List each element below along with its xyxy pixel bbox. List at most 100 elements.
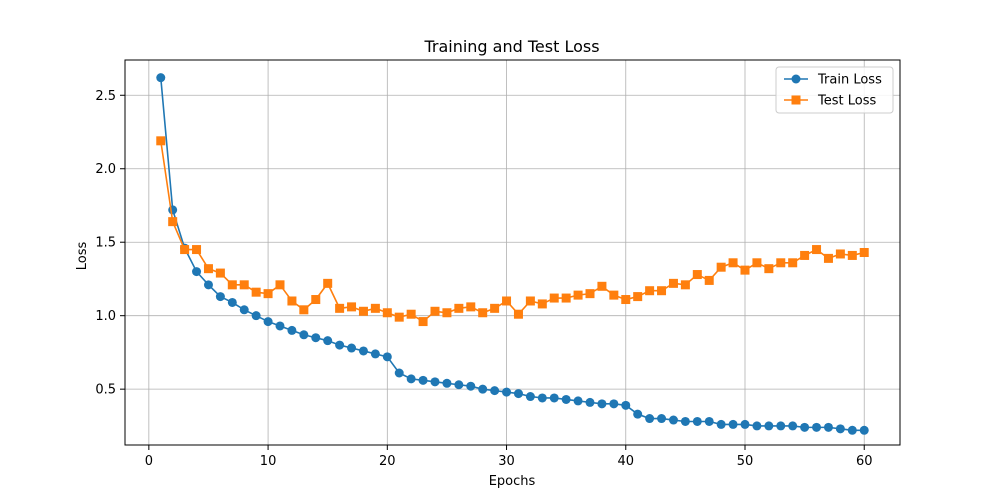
test-loss-point [263,289,273,299]
train-loss-point [728,419,738,429]
train-loss-point [156,73,166,83]
test-loss-point [537,299,547,309]
test-loss-point [800,250,810,260]
test-loss-point [335,303,345,313]
test-loss-point [311,295,321,305]
grid-lines [125,60,900,445]
test-loss-point [454,303,464,313]
train-loss-point [513,389,523,399]
test-loss-point [859,248,869,257]
test-loss-point [561,293,571,303]
test-loss-point [525,296,535,306]
test-loss-point [299,305,309,315]
train-loss-point [454,380,464,390]
legend-train-loss-marker [791,74,801,84]
test-loss-point [728,258,738,268]
train-loss-point [168,205,178,215]
test-loss-point [585,289,595,299]
train-loss-point [275,321,285,331]
legend-test-loss-marker [791,95,801,105]
train-loss-point [263,317,273,327]
train-loss-point [478,384,488,394]
test-loss-point [275,280,285,290]
train-loss-point [239,305,249,315]
train-loss-point [382,352,392,362]
train-loss-point [704,416,714,426]
test-loss-point [764,264,774,274]
x-tick-label: 20 [379,454,396,469]
train-loss-point [740,419,750,429]
train-loss-point [406,374,416,384]
test-loss-point [680,280,690,290]
train-loss-point [800,422,810,432]
test-loss-point [156,136,166,146]
train-loss-point [203,280,213,290]
train-loss-point [597,399,607,409]
test-loss-point [704,275,714,285]
test-loss-point [692,270,702,280]
test-loss-point [394,312,404,322]
legend-train-loss-label: Train Loss [817,73,882,88]
train-loss-point [752,421,762,431]
test-loss-point [490,303,500,313]
x-axis-label: Epochs [489,474,536,489]
train-loss-point [859,425,869,435]
test-loss-point [287,296,297,306]
test-loss-point [502,296,512,306]
train-loss-point [394,368,404,378]
test-loss-point [358,306,368,316]
test-loss-point [406,309,416,319]
x-tick-label: 50 [737,454,754,469]
test-loss-point [180,245,190,255]
test-loss-point [418,317,428,327]
y-axis-label: Loss [75,242,90,271]
train-loss-point [609,399,619,409]
train-loss-point [323,336,333,346]
train-loss-point [776,421,786,431]
test-loss-point [573,290,583,300]
train-loss-point [442,378,452,388]
y-tick-label: 1.0 [95,309,116,324]
test-loss-point [645,286,655,296]
y-tick-label: 2.0 [95,162,116,177]
x-tick-label: 10 [260,454,277,469]
test-loss-point [430,306,440,316]
train-loss-point [287,325,297,335]
train-loss-point [561,394,571,404]
test-loss-point [192,245,202,255]
train-loss-point [764,421,774,431]
train-loss-point [370,349,380,359]
x-tick-label: 30 [498,454,515,469]
plot-area-frame [124,59,901,446]
train-loss-point [645,414,655,424]
train-loss-point [823,422,833,432]
train-loss-point [680,416,690,426]
y-tick-label: 1.5 [95,236,116,251]
test-loss-point [215,268,225,278]
train-loss-point [251,311,261,321]
train-loss-point [835,424,845,434]
train-loss-point [418,375,428,385]
test-loss-point [370,303,380,313]
train-loss-point [633,409,643,419]
test-loss-point [788,258,798,268]
train-loss-point [299,330,309,340]
train-loss-point [621,400,631,410]
test-loss-point [168,217,178,227]
train-loss-point [716,419,726,429]
chart-title: Training and Test Loss [423,37,599,56]
train-loss-point [692,416,702,426]
test-loss-point [323,278,333,288]
test-loss-point [203,264,213,274]
legend-test-loss-label: Test Loss [817,94,876,109]
test-loss-point [835,249,845,259]
test-loss-point [812,245,822,255]
train-loss-point [585,397,595,407]
train-loss-point [335,340,345,350]
test-loss-point [668,278,678,288]
train-loss-point [812,422,822,432]
train-loss-point [847,425,857,435]
train-loss-point [358,346,368,356]
test-loss-point [752,258,762,268]
